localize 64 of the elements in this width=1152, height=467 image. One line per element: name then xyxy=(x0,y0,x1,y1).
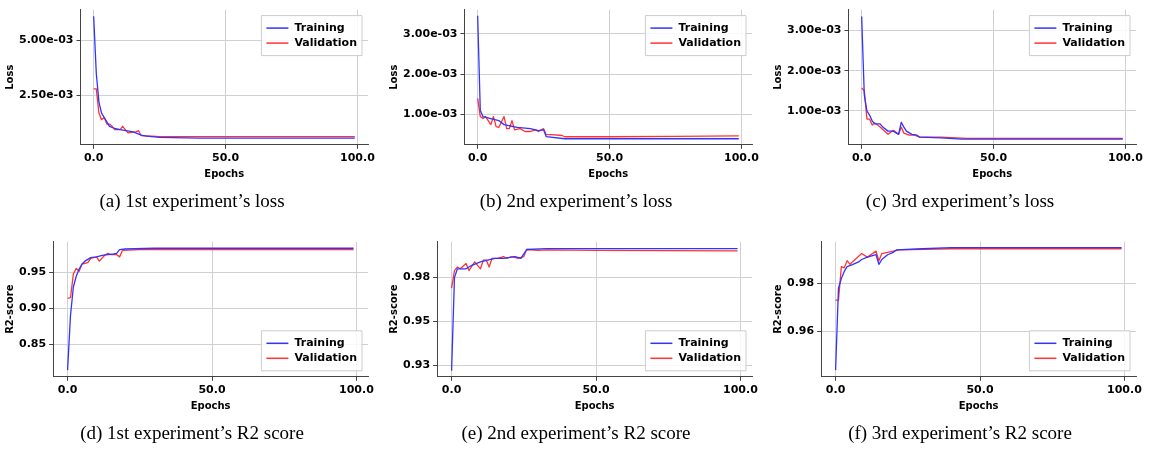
x-axis-title: Epochs xyxy=(972,167,1013,179)
text: (a) 1st experiment’s loss xyxy=(99,190,285,212)
y-tick-label: 2.50e-03 xyxy=(18,88,74,102)
y-tick-label: 3.00e-03 xyxy=(786,23,842,37)
legend-label: Validation xyxy=(1062,35,1125,49)
legend-label: Training xyxy=(1062,20,1113,34)
y-tick-label: 0.95 xyxy=(19,265,47,279)
y-axis-title: R2-score xyxy=(3,284,15,334)
legend-label: Validation xyxy=(294,35,357,49)
y-axis-title: Loss xyxy=(3,64,15,90)
x-tick-label: 0.0 xyxy=(57,383,78,397)
y-tick-label: 0.96 xyxy=(787,324,815,338)
legend-label: Training xyxy=(1062,336,1113,350)
x-tick-label: 100.0 xyxy=(1107,383,1143,397)
y-tick-label: 2.00e-03 xyxy=(786,63,842,77)
text: (b) 2nd experiment’s loss xyxy=(479,190,673,212)
text: (f) 3rd experiment’s R2 score xyxy=(848,422,1072,444)
legend-label: Training xyxy=(678,20,729,34)
x-tick-label: 0.0 xyxy=(83,151,104,165)
x-tick-label: 100.0 xyxy=(339,383,375,397)
x-tick-label: 50.0 xyxy=(979,151,1008,165)
x-tick-label: 50.0 xyxy=(211,151,240,165)
legend-label: Training xyxy=(294,336,345,350)
x-tick-label: 50.0 xyxy=(198,383,226,397)
x-tick-label: 100.0 xyxy=(1108,151,1144,165)
x-axis-title: Epochs xyxy=(190,399,231,411)
y-axis-title: Loss xyxy=(387,64,399,90)
y-tick-label: 0.95 xyxy=(403,314,431,328)
text: (e) 2nd experiment’s R2 score xyxy=(461,422,691,444)
x-tick-label: 100.0 xyxy=(723,383,759,397)
text: (c) 3rd experiment’s loss xyxy=(865,190,1055,212)
x-tick-label: 50.0 xyxy=(595,151,624,165)
y-axis-title: R2-score xyxy=(387,284,399,334)
x-tick-label: 100.0 xyxy=(340,151,376,165)
y-tick-label: 1.00e-03 xyxy=(402,107,458,121)
legend-label: Training xyxy=(294,20,345,34)
legend-label: Validation xyxy=(294,351,357,365)
x-axis-title: Epochs xyxy=(958,399,999,411)
legend-label: Validation xyxy=(678,351,741,365)
x-tick-label: 0.0 xyxy=(467,151,488,165)
x-tick-label: 0.0 xyxy=(825,383,846,397)
x-tick-label: 0.0 xyxy=(851,151,872,165)
x-tick-label: 50.0 xyxy=(966,383,994,397)
legend-label: Training xyxy=(678,336,729,350)
y-tick-label: 3.00e-03 xyxy=(402,26,458,40)
y-tick-label: 0.85 xyxy=(19,337,47,351)
y-tick-label: 0.90 xyxy=(19,301,47,315)
x-tick-label: 50.0 xyxy=(582,383,610,397)
x-axis-title: Epochs xyxy=(574,399,615,411)
text: (d) 1st experiment’s R2 score xyxy=(80,422,304,444)
legend-label: Validation xyxy=(1062,351,1125,365)
y-tick-label: 2.00e-03 xyxy=(402,67,458,81)
y-tick-label: 1.00e-03 xyxy=(786,103,842,117)
x-axis-title: Epochs xyxy=(204,167,245,179)
y-axis-title: R2-score xyxy=(771,284,783,334)
y-tick-label: 0.93 xyxy=(403,358,431,372)
y-tick-label: 5.00e-03 xyxy=(18,33,74,47)
y-axis-title: Loss xyxy=(771,64,783,90)
x-tick-label: 0.0 xyxy=(441,383,462,397)
legend-label: Validation xyxy=(678,35,741,49)
x-axis-title: Epochs xyxy=(588,167,629,179)
x-tick-label: 100.0 xyxy=(724,151,760,165)
y-tick-label: 0.98 xyxy=(403,270,431,284)
y-tick-label: 0.98 xyxy=(787,276,815,290)
